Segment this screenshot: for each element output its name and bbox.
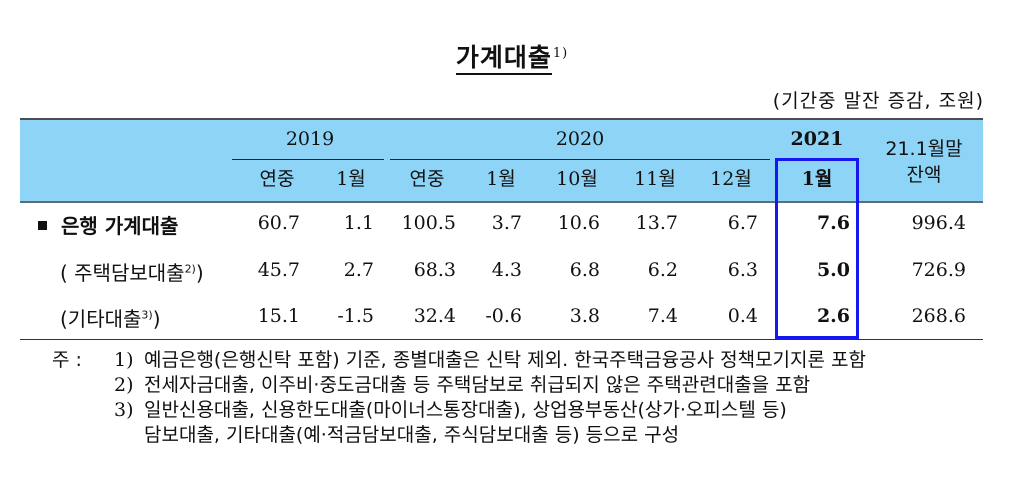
- footnotes: 주 : 1) 예금은행(은행신탁 포함) 기준, 종별대출은 신탁 제외. 한국주택…: [52, 348, 866, 448]
- subheader-2020-year: 연중: [409, 168, 445, 190]
- cell: 60.7: [257, 212, 300, 234]
- table-row-mortgage: ( 주택담보대출2)) 45.7 2.7 68.3 4.3 6.8 6.2 6.…: [20, 251, 983, 293]
- row-label: 은행 가계대출: [38, 210, 178, 239]
- cell: 3.7: [491, 212, 522, 234]
- cell-balance: 726.9: [911, 259, 966, 281]
- footnote-number: 2): [114, 374, 134, 396]
- footnote-number: 1): [114, 349, 134, 371]
- row-label-text: ( 주택담보대출: [60, 261, 185, 285]
- cell-highlight: 5.0: [816, 259, 850, 281]
- subheader-2019-year: 연중: [259, 168, 295, 190]
- group-divider-2020: [390, 159, 770, 160]
- footnote-3: 3) 일반신용대출, 신용한도대출(마이너스통장대출), 상업용부동산(상가·오피…: [52, 398, 866, 423]
- document-title: 가계대출1): [0, 38, 1024, 75]
- table-row-other-loans: (기타대출3)) 15.1 -1.5 32.4 -0.6 3.8 7.4 0.4…: [20, 297, 983, 339]
- cell: 7.4: [647, 305, 678, 327]
- cell: 4.3: [491, 259, 522, 281]
- footnote-3-continued: 담보대출, 기타대출(예·적금담보대출, 주식담보대출 등) 등으로 구성: [144, 424, 680, 446]
- row-label: ( 주택담보대출2)): [60, 257, 204, 286]
- row-label-close: ): [152, 307, 161, 331]
- subheader-2020-jan: 1월: [486, 168, 516, 190]
- bullet-square-icon: [38, 221, 47, 230]
- cell: 32.4: [413, 305, 456, 327]
- cell-balance: 996.4: [911, 212, 966, 234]
- header-2020: 2020: [555, 128, 605, 150]
- cell: 45.7: [257, 259, 300, 281]
- cell: 13.7: [635, 212, 678, 234]
- row-footnote: 2): [184, 262, 196, 276]
- cell: 0.4: [727, 305, 758, 327]
- subheader-2021-jan: 1월: [801, 168, 833, 190]
- cell: 15.1: [257, 305, 300, 327]
- row-label-text: 은행 가계대출: [61, 214, 179, 238]
- footnote-1: 주 : 1) 예금은행(은행신탁 포함) 기준, 종별대출은 신탁 제외. 한국주택…: [52, 348, 866, 373]
- subheader-2020-oct: 10월: [556, 168, 598, 190]
- cell: 6.8: [569, 259, 600, 281]
- table-bottom-border: [20, 339, 983, 340]
- cell: -0.6: [485, 305, 522, 327]
- group-divider-2019: [232, 159, 384, 160]
- title-text: 가계대출: [455, 43, 552, 75]
- header-2021: 2021: [790, 128, 844, 150]
- row-label-text: (기타대출: [60, 307, 142, 331]
- cell: 100.5: [401, 212, 456, 234]
- footnote-text: 예금은행(은행신탁 포함) 기준, 종별대출은 신탁 제외. 한국주택금융공사 …: [144, 349, 866, 371]
- cell: 2.7: [343, 259, 374, 281]
- cell-highlight: 7.6: [816, 212, 850, 234]
- subheader-2020-nov: 11월: [634, 168, 676, 190]
- header-balance-line2: 잔액: [906, 164, 942, 186]
- header-balance-line1: 21.1월말: [885, 138, 963, 160]
- cell: -1.5: [337, 305, 374, 327]
- footnote-text: 전세자금대출, 이주비·중도금대출 등 주택담보로 취급되지 않은 주택관련대출…: [144, 374, 811, 396]
- cell-highlight: 2.6: [816, 305, 850, 327]
- cell: 1.1: [343, 212, 374, 234]
- row-label: (기타대출3)): [60, 303, 161, 332]
- footnote-number: 3): [114, 399, 134, 421]
- cell: 68.3: [413, 259, 456, 281]
- cell: 10.6: [557, 212, 600, 234]
- cell: 3.8: [569, 305, 600, 327]
- cell: 6.3: [727, 259, 758, 281]
- footnote-text: 일반신용대출, 신용한도대출(마이너스통장대출), 상업용부동산(상가·오피스텔…: [144, 399, 787, 421]
- unit-label: (기간중 말잔 증감, 조원): [772, 90, 984, 112]
- table-header: 2019 2020 2021 21.1월말 잔액 연중 1월 연중 1월 10월…: [20, 118, 983, 203]
- footnote-2: 2) 전세자금대출, 이주비·중도금대출 등 주택담보로 취급되지 않은 주택관련…: [52, 373, 866, 398]
- row-footnote: 3): [141, 308, 153, 322]
- notes-prefix: 주 :: [52, 349, 82, 371]
- subheader-2020-dec: 12월: [710, 168, 752, 190]
- table-row-bank-household: 은행 가계대출 60.7 1.1 100.5 3.7 10.6 13.7 6.7…: [20, 204, 983, 246]
- row-label-close: ): [195, 261, 204, 285]
- cell: 6.2: [647, 259, 678, 281]
- header-2019: 2019: [285, 128, 335, 150]
- cell-balance: 268.6: [911, 305, 966, 327]
- subheader-2019-jan: 1월: [336, 168, 366, 190]
- title-footnote: 1): [552, 45, 569, 61]
- cell: 6.7: [727, 212, 758, 234]
